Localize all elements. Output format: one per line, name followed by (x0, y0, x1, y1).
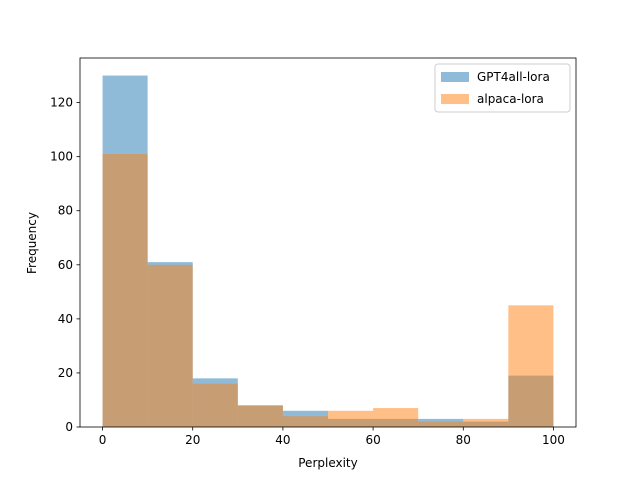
y-tick-label: 0 (65, 420, 73, 434)
plot-frame (79, 57, 577, 428)
y-tick-label: 60 (58, 258, 73, 272)
y-tick-label: 100 (50, 150, 73, 164)
histogram-bar (237, 405, 283, 427)
x-axis-label: Perplexity (298, 456, 358, 470)
legend-swatch (441, 94, 469, 104)
histogram-bar (373, 408, 419, 427)
x-tick-label: 20 (185, 433, 200, 447)
x-tick-label: 100 (542, 433, 565, 447)
legend-swatch (441, 72, 469, 82)
legend-label: alpaca-lora (477, 92, 544, 106)
histogram-bar (463, 418, 509, 427)
histogram-bar (147, 264, 193, 427)
y-tick-label: 80 (58, 204, 73, 218)
legend: GPT4all-lora alpaca-lora (434, 63, 571, 113)
histogram-bar (282, 416, 328, 427)
y-tick-label: 120 (50, 96, 73, 110)
y-axis-label: Frequency (25, 212, 39, 274)
legend-label: GPT4all-lora (477, 70, 550, 84)
histogram-bar (102, 153, 148, 427)
y-tick-label: 40 (58, 312, 73, 326)
x-tick-label: 60 (365, 433, 380, 447)
x-tick-label: 80 (456, 433, 471, 447)
histogram-bar (418, 421, 464, 427)
histogram-bar (508, 305, 554, 427)
x-tick-label: 0 (99, 433, 107, 447)
histogram-bar (328, 410, 374, 427)
y-tick-label: 20 (58, 366, 73, 380)
histogram-bar (192, 383, 238, 427)
x-tick-label: 40 (275, 433, 290, 447)
